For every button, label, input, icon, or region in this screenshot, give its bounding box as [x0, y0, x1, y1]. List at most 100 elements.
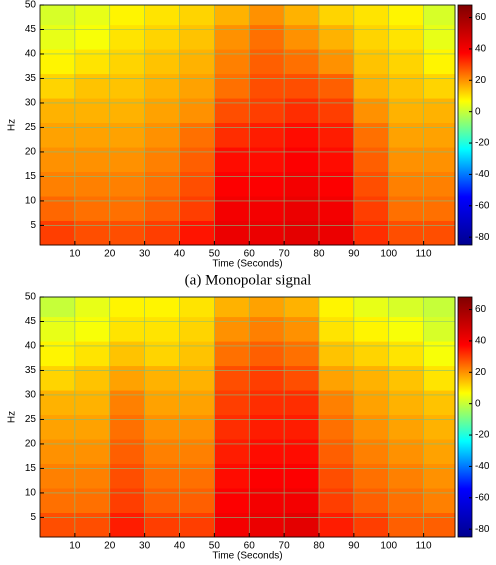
- heat-cell: [214, 439, 250, 465]
- heat-cell: [284, 98, 320, 124]
- heat-cell: [249, 512, 285, 538]
- x-tick-label: 40: [174, 249, 186, 260]
- heat-cell: [74, 488, 111, 514]
- y-tick-label: 45: [25, 316, 37, 327]
- heat-cell: [109, 98, 146, 124]
- heat-cell: [179, 414, 215, 440]
- heat-cell: [109, 390, 146, 416]
- heat-cell: [144, 297, 180, 318]
- heat-cell: [353, 316, 390, 342]
- heat-cell: [284, 488, 320, 514]
- heat-cell: [109, 24, 146, 50]
- heat-cell: [109, 316, 146, 342]
- heat-cell: [388, 488, 425, 514]
- heat-cell: [214, 414, 250, 440]
- heat-cell: [144, 463, 180, 489]
- heat-cell: [423, 390, 456, 416]
- heat-cell: [214, 512, 250, 538]
- heat-cell: [284, 512, 320, 538]
- y-tick-label: 20: [25, 147, 37, 158]
- heat-cell: [318, 439, 355, 465]
- colorbar-tick-label: 40: [475, 44, 487, 55]
- colorbar-tick-label: -40: [475, 461, 490, 472]
- heat-cell: [353, 73, 390, 99]
- heat-cell: [388, 122, 425, 148]
- heat-cell: [109, 512, 146, 538]
- heat-cell: [353, 147, 390, 173]
- y-tick-label: 45: [25, 24, 37, 35]
- heat-cell: [74, 24, 111, 50]
- heat-cell: [388, 171, 425, 197]
- heat-cell: [74, 49, 111, 75]
- heat-cell: [109, 341, 146, 367]
- heat-cell: [423, 439, 456, 465]
- heat-cell: [74, 73, 111, 99]
- heat-cell: [74, 196, 111, 222]
- colorbar: [457, 4, 473, 246]
- heat-cell: [388, 297, 425, 318]
- x-tick-label: 10: [69, 541, 81, 552]
- heat-cell: [388, 49, 425, 75]
- heat-cell: [318, 341, 355, 367]
- heat-cell: [179, 512, 215, 538]
- heat-cell: [214, 316, 250, 342]
- y-axis-label: Hz: [7, 411, 18, 423]
- heat-cell: [179, 24, 215, 50]
- y-tick-label: 30: [25, 390, 37, 401]
- heat-cell: [353, 122, 390, 148]
- heat-cell: [109, 488, 146, 514]
- heat-cell: [40, 488, 76, 514]
- colorbar-tick-label: 60: [475, 12, 487, 23]
- x-axis-label: Time (Seconds): [212, 259, 282, 270]
- heat-cell: [353, 488, 390, 514]
- heat-cell: [144, 196, 180, 222]
- heat-cell: [249, 5, 285, 26]
- heat-cell: [318, 390, 355, 416]
- x-tick-label: 30: [139, 249, 151, 260]
- heat-cell: [353, 171, 390, 197]
- heat-cell: [144, 122, 180, 148]
- heat-cell: [249, 122, 285, 148]
- x-tick-label: 70: [279, 541, 291, 552]
- heat-cell: [74, 220, 111, 246]
- heat-cell: [214, 98, 250, 124]
- heat-cell: [40, 196, 76, 222]
- heat-cell: [388, 24, 425, 50]
- heat-cell: [179, 365, 215, 391]
- heat-cell: [423, 488, 456, 514]
- heat-cell: [144, 390, 180, 416]
- colorbar-tick-label: 20: [475, 75, 487, 86]
- heat-cell: [388, 414, 425, 440]
- heat-cell: [249, 171, 285, 197]
- heat-cell: [40, 512, 76, 538]
- heat-cell: [144, 488, 180, 514]
- colorbar: [457, 296, 473, 538]
- heat-cell: [144, 414, 180, 440]
- heat-cell: [249, 439, 285, 465]
- heat-cell: [249, 220, 285, 246]
- heat-cell: [214, 390, 250, 416]
- colorbar-tick-label: 0: [475, 106, 481, 117]
- heat-cell: [318, 512, 355, 538]
- heat-cell: [144, 341, 180, 367]
- heat-cell: [249, 341, 285, 367]
- heat-cell: [214, 341, 250, 367]
- caption: (a) Monopolar signal: [185, 272, 312, 288]
- heat-cell: [423, 147, 456, 173]
- heat-cell: [423, 171, 456, 197]
- heat-cell: [318, 147, 355, 173]
- heat-cell: [318, 98, 355, 124]
- heat-cell: [423, 196, 456, 222]
- heat-cell: [388, 439, 425, 465]
- heat-cell: [318, 414, 355, 440]
- x-tick-label: 30: [139, 541, 151, 552]
- y-axis-label: Hz: [7, 119, 18, 131]
- heat-cell: [318, 49, 355, 75]
- heat-cell: [249, 98, 285, 124]
- colorbar-tick-label: 40: [475, 336, 487, 347]
- heat-cell: [353, 341, 390, 367]
- y-tick-label: 25: [25, 414, 37, 425]
- heat-cell: [74, 512, 111, 538]
- heat-cell: [144, 98, 180, 124]
- heat-cell: [423, 365, 456, 391]
